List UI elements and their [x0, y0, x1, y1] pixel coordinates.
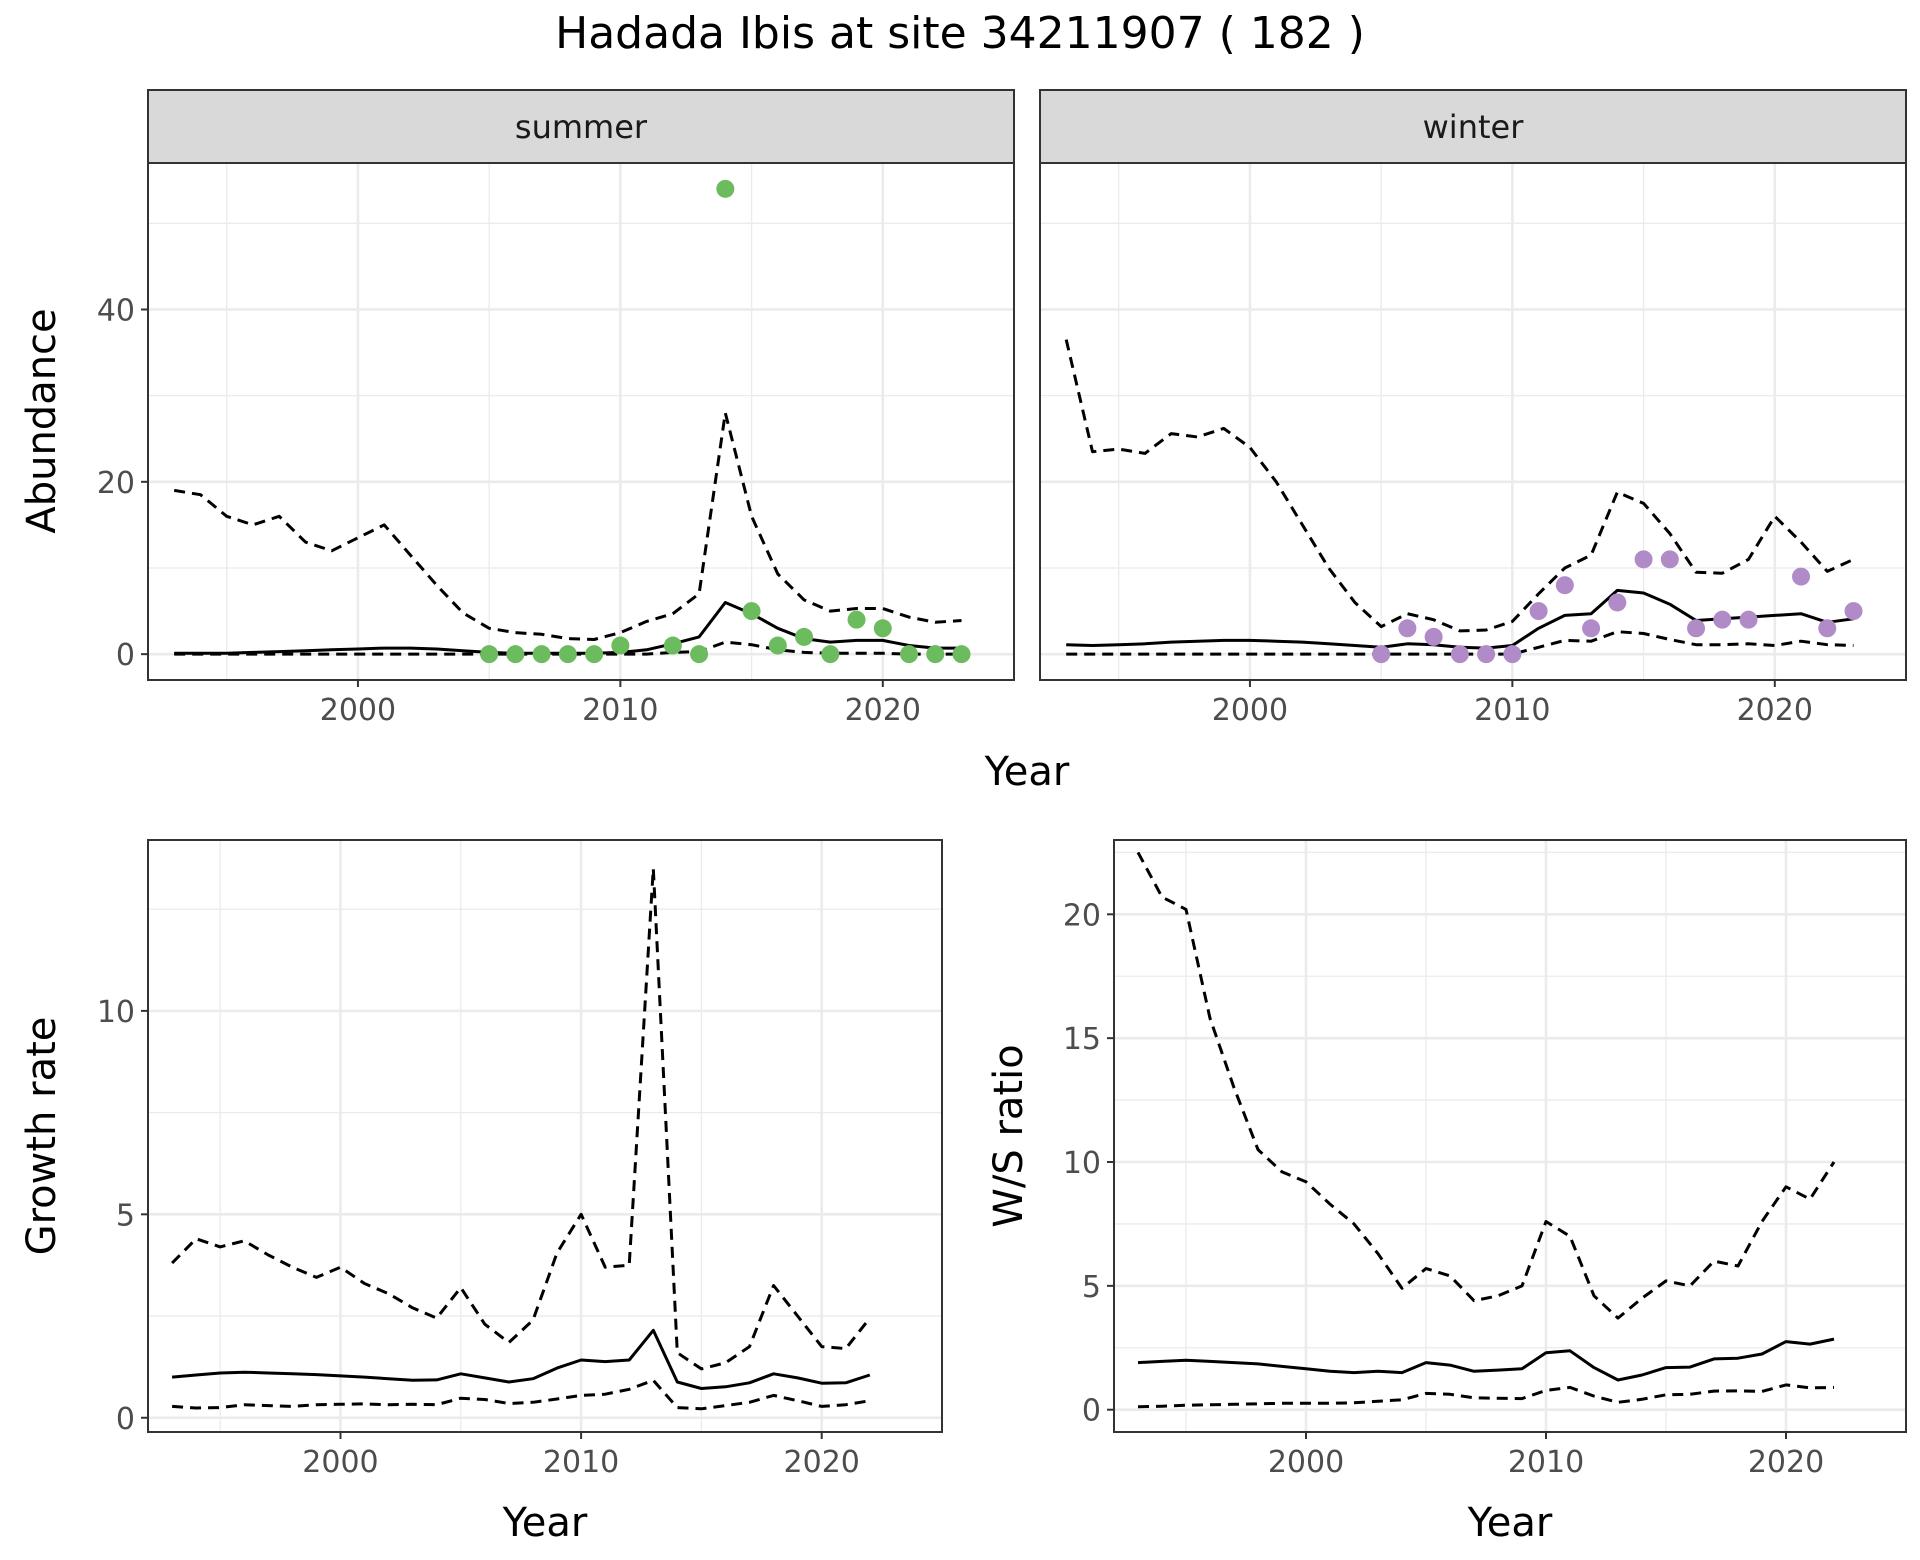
- abundance-summer-point: [768, 636, 787, 655]
- ws-ratio-y-tick-label: 5: [1082, 1270, 1101, 1305]
- abundance-winter-point: [1555, 576, 1574, 595]
- ws-ratio-y-tick-label: 20: [1063, 898, 1101, 933]
- abundance-summer-plot-bg: [148, 163, 1014, 680]
- abundance-winter-point: [1713, 610, 1732, 629]
- abundance-summer-strip-label: summer: [515, 108, 648, 146]
- growth-panel-border: [147, 839, 943, 1433]
- abundance-summer-point: [611, 636, 630, 655]
- ws-ratio-mean-line: [1137, 1337, 1835, 1382]
- abundance-winter-lower-line: [1066, 630, 1854, 656]
- abundance-winter-point: [1582, 619, 1601, 638]
- growth-x-tick-label: 2010: [543, 1445, 619, 1480]
- ws-ratio-x-tick-label: 2020: [1748, 1445, 1824, 1480]
- abundance-winter-point: [1503, 645, 1522, 664]
- page-title: Hadada Ibis at site 34211907 ( 182 ): [555, 8, 1365, 59]
- growth-y-tick-label: 0: [116, 1402, 135, 1437]
- abundance-summer-point: [795, 627, 814, 646]
- abundance-summer-y-tick-label: 40: [97, 293, 135, 328]
- abundance-winter-point: [1792, 567, 1811, 586]
- ws-ratio-x-tick-label: 2010: [1508, 1445, 1584, 1480]
- abundance-summer-point: [585, 645, 604, 664]
- abundance-summer-point: [663, 636, 682, 655]
- abundance-winter-x-tick-label: 2020: [1737, 693, 1813, 728]
- abundance-winter-strip: [1039, 89, 1907, 164]
- abundance-winter-x-tick-label: 2000: [1212, 693, 1288, 728]
- abundance-summer-point: [690, 645, 709, 664]
- growth-mean-line: [171, 1328, 871, 1390]
- ws-ratio-y-tick-label: 10: [1063, 1146, 1101, 1181]
- abundance-summer-x-tick-label: 2020: [845, 693, 921, 728]
- abundance-winter-point: [1608, 593, 1627, 612]
- abundance-winter-point: [1844, 602, 1863, 621]
- growth-lower-line: [172, 1378, 871, 1411]
- abundance-winter-point: [1634, 550, 1653, 569]
- abundance-summer-point: [480, 645, 499, 664]
- abundance-summer-point: [952, 645, 971, 664]
- growth-y-tick-label: 10: [97, 995, 135, 1030]
- ws-ratio-y-tick-label: 0: [1082, 1394, 1101, 1429]
- ws-ratio-y-axis-label: W/S ratio: [986, 1044, 1032, 1227]
- growth-x-axis-label: Year: [502, 1500, 588, 1546]
- abundance-summer-point: [742, 602, 761, 621]
- abundance-summer-point: [873, 619, 892, 638]
- ws-ratio-upper-line: [1136, 851, 1836, 1320]
- abundance-summer-x-tick-label: 2010: [582, 693, 658, 728]
- abundance-winter-point: [1739, 610, 1758, 629]
- abundance-winter-point: [1398, 619, 1417, 638]
- abundance-summer-point: [716, 179, 735, 198]
- abundance-winter-point: [1687, 619, 1706, 638]
- abundance-summer-x-tick-label: 2000: [320, 693, 396, 728]
- abundance-summer-strip: [147, 89, 1015, 164]
- abundance-winter-point: [1477, 645, 1496, 664]
- ws-ratio-x-tick-label: 2000: [1268, 1445, 1344, 1480]
- growth-x-tick-label: 2000: [302, 1445, 378, 1480]
- abundance-winter-upper-line: [1064, 339, 1855, 633]
- abundance-winter-point: [1529, 602, 1548, 621]
- abundance-summer-point: [506, 645, 525, 664]
- abundance-winter-strip-label: winter: [1423, 108, 1525, 146]
- abundance-summer-y-tick-label: 0: [116, 638, 135, 673]
- growth-x-tick-label: 2020: [784, 1445, 860, 1480]
- abundance-summer-point: [926, 645, 945, 664]
- abundance-summer-panel-border: [147, 162, 1015, 681]
- abundance-summer-point: [532, 645, 551, 664]
- abundance-winter-point: [1818, 619, 1837, 638]
- ws-ratio-y-tick-label: 15: [1063, 1022, 1101, 1057]
- abundance-winter-x-tick-label: 2010: [1474, 693, 1550, 728]
- abundance-winter-point: [1424, 627, 1443, 646]
- abundance-y-axis-label: Abundance: [19, 308, 65, 533]
- abundance-summer-y-tick-label: 20: [97, 466, 135, 501]
- abundance-winter-point: [1660, 550, 1679, 569]
- growth-y-tick-label: 5: [116, 1198, 135, 1233]
- abundance-summer-point: [558, 645, 577, 664]
- ws-ratio-panel-border: [1113, 839, 1907, 1433]
- abundance-winter-point: [1372, 645, 1391, 664]
- ws-ratio-x-axis-label: Year: [1467, 1500, 1553, 1546]
- abundance-winter-plot-bg: [1040, 163, 1906, 680]
- abundance-winter-panel-border: [1039, 162, 1907, 681]
- abundance-summer-point: [847, 610, 866, 629]
- abundance-summer-point: [900, 645, 919, 664]
- ws-ratio-lower-line: [1137, 1383, 1835, 1409]
- growth-y-axis-label: Growth rate: [19, 1017, 65, 1256]
- abundance-summer-upper-line: [173, 411, 962, 641]
- abundance-x-axis-label: Year: [984, 749, 1070, 795]
- abundance-summer-point: [821, 645, 840, 664]
- ws-ratio-plot-bg: [1114, 840, 1906, 1432]
- growth-upper-line: [171, 867, 871, 1371]
- abundance-winter-point: [1450, 645, 1469, 664]
